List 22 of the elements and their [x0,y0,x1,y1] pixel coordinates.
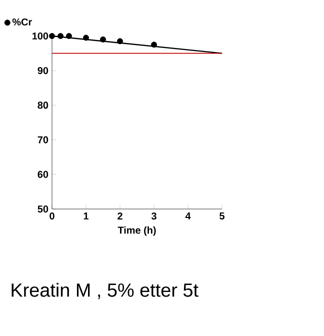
x-tick-label: 3 [151,212,156,220]
x-axis-title: Time (h) [118,226,156,236]
y-tick-label: 60 [38,170,48,178]
point [117,38,123,44]
point [49,33,55,39]
point [151,42,157,48]
x-tick-label: 0 [50,212,54,220]
x-tick-label: 4 [185,212,191,220]
x-tick-label: 5 [220,212,224,220]
x-tick-label: 2 [118,212,122,220]
y-tick-label: 50 [38,205,48,213]
point [83,34,89,41]
point [58,33,64,39]
y-tick-label: 100 [32,32,48,40]
point [66,33,72,39]
x-tick-label: 1 [84,212,88,220]
y-tick-label: 70 [38,136,48,144]
legend-label: %Cr [12,18,32,26]
text: Kreatin M , 5% etter 5t [12,282,198,300]
point [100,36,106,42]
y-tick-label: 80 [38,102,48,109]
y-tick-label: 90 [38,67,48,74]
